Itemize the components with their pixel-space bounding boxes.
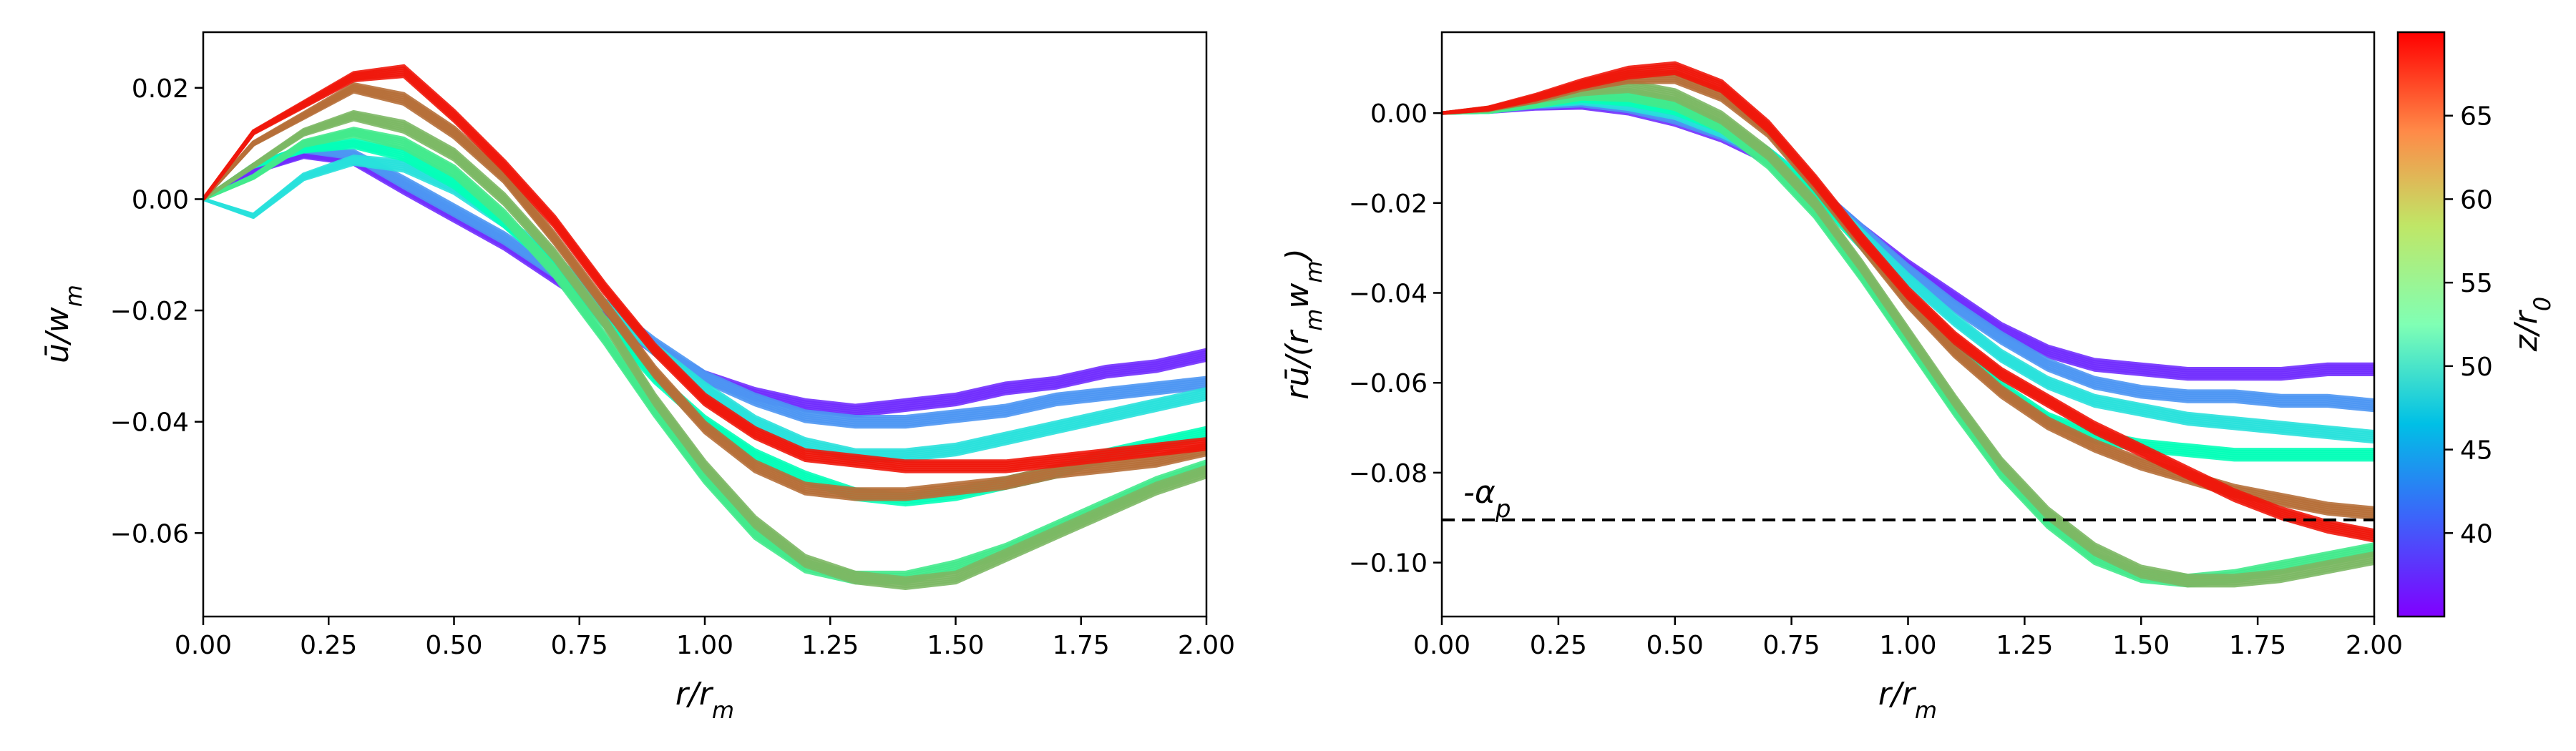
right-ylabel: rū/(rmwm) xyxy=(1279,248,1327,400)
y-tick-label: −0.06 xyxy=(110,519,189,549)
y-tick-label: 0.00 xyxy=(132,185,189,215)
series-line-z52 xyxy=(203,137,1206,496)
series-line-z61 xyxy=(203,112,1206,582)
x-tick-label: 1.00 xyxy=(1879,631,1936,660)
colorbar-tick-label: 50 xyxy=(2460,353,2493,382)
left-ylabel: ū/wm xyxy=(39,285,87,363)
series-line-z52 xyxy=(203,145,1206,507)
y-tick-label: −0.08 xyxy=(1349,459,1428,489)
colorbar-ticks: 40 45 50 55 60 65 xyxy=(2444,102,2493,549)
series-line-z57 xyxy=(203,129,1206,579)
series-line-z42 xyxy=(1442,101,2374,408)
y-tick-label: 0.00 xyxy=(1370,99,1428,129)
right-xlabel: r/rm xyxy=(1878,676,1937,724)
x-tick-label: 0.75 xyxy=(1763,631,1820,660)
series-line-z42 xyxy=(1442,97,2374,404)
y-tick-label: −0.02 xyxy=(1349,190,1428,219)
x-tick-label: 1.50 xyxy=(2112,631,2170,660)
x-tick-label: 0.75 xyxy=(551,631,608,660)
left-xlabel: r/rm xyxy=(675,676,734,724)
series-line-z47 xyxy=(203,154,1206,452)
alpha-p-label: -αp xyxy=(1463,474,1511,524)
series-line-z69 xyxy=(203,64,1206,463)
series-line-z61 xyxy=(203,109,1206,580)
x-tick-label: 1.75 xyxy=(1053,631,1110,660)
series-line-z61 xyxy=(203,117,1206,590)
series-line-z42 xyxy=(1442,104,2374,413)
series-line-z47 xyxy=(203,156,1206,454)
series-line-z42 xyxy=(1442,99,2374,406)
right-panel-ticks: 0.00 0.25 0.50 0.75 1.00 1.25 1.50 1.75 2.00 0.00… xyxy=(1349,99,2403,660)
series-line-z47 xyxy=(203,159,1206,458)
series-line-z37 xyxy=(203,150,1206,408)
right-panel: -αp 0.00 0.25 0.50 0.75 1.00 1.25 1.50 1.75 2.00… xyxy=(1279,31,2403,724)
series-line-z57 xyxy=(203,132,1206,583)
x-tick-label: 2.00 xyxy=(1178,631,1235,660)
series-line-z47 xyxy=(203,157,1206,456)
series-line-z52 xyxy=(203,142,1206,503)
x-tick-label: 0.00 xyxy=(175,631,232,660)
left-panel: 0.00 0.25 0.50 0.75 1.00 1.25 1.50 1.75 2.00 0.02… xyxy=(39,31,1235,724)
series-line-z61 xyxy=(203,113,1206,584)
series-line-z65 xyxy=(203,82,1206,491)
x-tick-label: 2.00 xyxy=(2346,631,2403,660)
right-panel-lines xyxy=(1442,61,2374,588)
colorbar-gradient xyxy=(2396,31,2446,618)
series-line-z52 xyxy=(203,141,1206,501)
colorbar-tick-label: 60 xyxy=(2460,185,2493,215)
x-tick-label: 0.25 xyxy=(300,631,357,660)
x-tick-label: 1.25 xyxy=(1996,631,2053,660)
y-tick-label: −0.10 xyxy=(1349,549,1428,579)
colorbar: 40 45 50 55 60 65 z/r0 xyxy=(2396,31,2556,618)
colorbar-tick-label: 65 xyxy=(2460,102,2493,132)
y-tick-label: −0.06 xyxy=(1349,369,1428,398)
x-tick-label: 1.25 xyxy=(801,631,859,660)
colorbar-label: z/r0 xyxy=(2508,297,2556,352)
colorbar-tick-label: 45 xyxy=(2460,436,2493,466)
series-line-z52 xyxy=(203,144,1206,505)
series-line-z57 xyxy=(203,134,1206,585)
series-line-z42 xyxy=(1442,102,2374,411)
series-line-z47 xyxy=(203,160,1206,461)
y-tick-label: −0.02 xyxy=(110,297,189,326)
x-tick-label: 1.75 xyxy=(2229,631,2286,660)
series-line-z61 xyxy=(203,114,1206,586)
x-tick-label: 0.50 xyxy=(1646,631,1704,660)
series-line-z57 xyxy=(203,128,1206,576)
x-tick-label: 0.50 xyxy=(425,631,482,660)
series-line-z52 xyxy=(203,139,1206,499)
series-line-z37 xyxy=(203,151,1206,410)
y-tick-label: 0.02 xyxy=(132,74,189,104)
colorbar-tick-label: 40 xyxy=(2460,519,2493,549)
x-tick-label: 0.00 xyxy=(1413,631,1470,660)
y-tick-label: −0.04 xyxy=(1349,280,1428,309)
left-panel-ticks: 0.00 0.25 0.50 0.75 1.00 1.25 1.50 1.75 2.00 0.02… xyxy=(110,74,1235,660)
y-tick-label: −0.04 xyxy=(110,408,189,438)
colorbar-tick-label: 55 xyxy=(2460,269,2493,298)
series-line-z42 xyxy=(1442,96,2374,402)
series-line-z61 xyxy=(203,116,1206,589)
x-tick-label: 1.50 xyxy=(927,631,984,660)
x-tick-label: 1.00 xyxy=(676,631,733,660)
series-line-z69 xyxy=(1442,61,2374,533)
series-line-z57 xyxy=(203,131,1206,581)
left-panel-lines xyxy=(203,64,1206,590)
x-tick-label: 0.25 xyxy=(1530,631,1587,660)
series-line-z57 xyxy=(203,127,1206,574)
right-panel-frame xyxy=(1440,31,2376,618)
